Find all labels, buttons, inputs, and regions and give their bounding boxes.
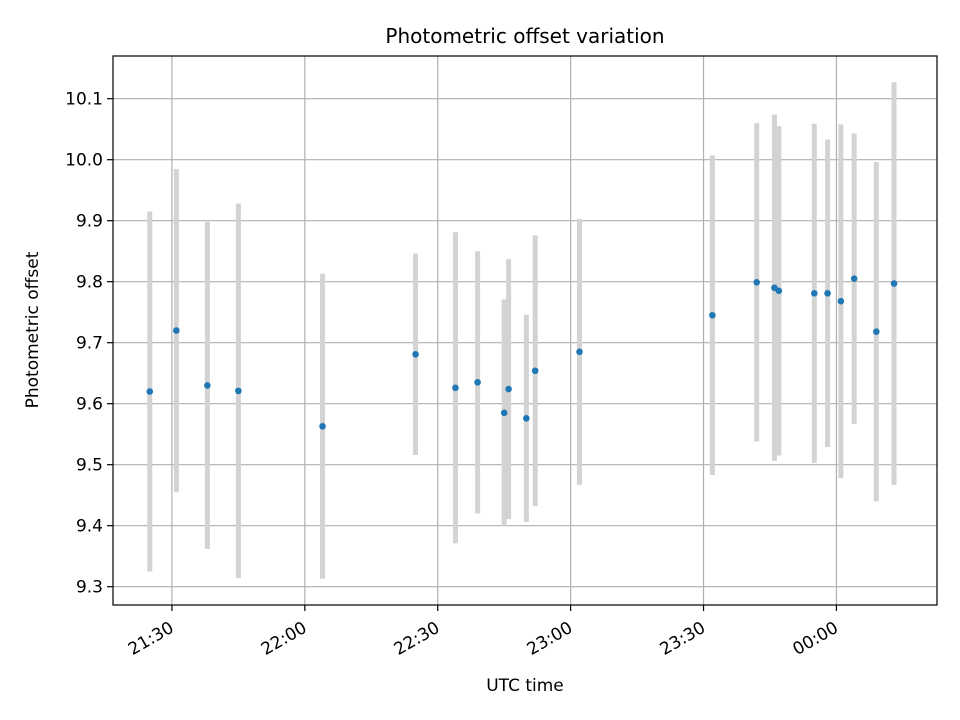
- data-point: [474, 379, 481, 386]
- data-point: [531, 367, 539, 375]
- data-point: [850, 275, 858, 282]
- y-tick-label: 9.9: [76, 212, 103, 232]
- x-tick-label: 23:00: [524, 618, 576, 660]
- data-point: [173, 327, 180, 334]
- data-point: [500, 409, 508, 417]
- y-axis: 9.3 9.4 9.5 9.6 9.7 9.8 9.9 10.0 10.1: [65, 90, 113, 598]
- x-tick-label: 00:00: [790, 618, 842, 660]
- data-point: [890, 280, 898, 287]
- errorbars: [147, 82, 897, 579]
- data-point: [319, 422, 326, 430]
- data-point: [576, 348, 583, 356]
- data-point: [412, 350, 419, 358]
- y-tick-label: 10.0: [65, 151, 103, 171]
- x-tick-label: 21:30: [125, 618, 177, 660]
- y-tick-label: 9.3: [76, 578, 103, 598]
- data-point: [146, 388, 154, 395]
- y-tick-label: 9.4: [76, 517, 103, 537]
- y-tick-label: 9.7: [76, 334, 103, 354]
- grid: [113, 56, 937, 605]
- chart-title: Photometric offset variation: [385, 24, 664, 48]
- data-point: [873, 328, 880, 336]
- data-point: [235, 387, 242, 395]
- data-point: [523, 415, 530, 422]
- data-point: [452, 384, 459, 392]
- data-point: [753, 279, 760, 286]
- data-point: [505, 385, 512, 393]
- x-tick-label: 22:00: [258, 618, 310, 660]
- y-tick-label: 10.1: [65, 90, 103, 110]
- data-point: [824, 289, 831, 297]
- plot-frame: [112, 55, 938, 606]
- data-point: [709, 311, 716, 319]
- data-points: [146, 275, 898, 430]
- x-axis: 21:30 22:00 22:30 23:00 23:30 00:00: [125, 605, 842, 660]
- x-tick-label: 23:30: [657, 618, 709, 660]
- y-tick-label: 9.5: [76, 456, 103, 476]
- data-point: [810, 289, 818, 297]
- data-point: [204, 382, 211, 389]
- x-tick-label: 22:30: [391, 618, 443, 660]
- y-tick-label: 9.6: [76, 395, 103, 415]
- data-point: [837, 297, 845, 305]
- y-tick-label: 9.8: [76, 273, 103, 293]
- x-axis-label: UTC time: [486, 676, 564, 696]
- y-axis-label: Photometric offset: [23, 251, 43, 408]
- data-point: [775, 287, 783, 295]
